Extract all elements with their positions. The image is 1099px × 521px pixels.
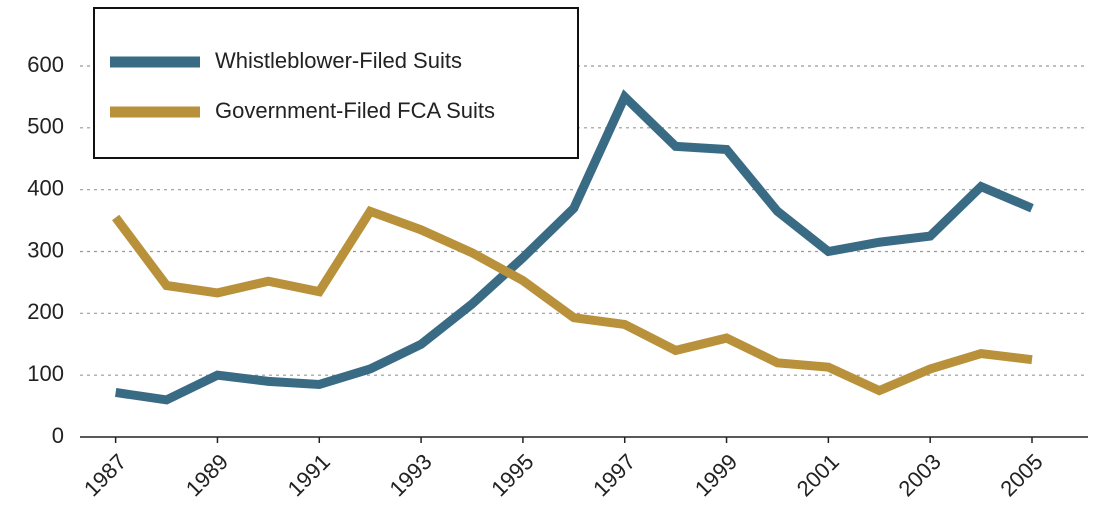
series-line	[114, 89, 1034, 405]
y-tick-label: 200	[27, 299, 64, 324]
y-tick-label: 100	[27, 361, 64, 386]
y-tick-label: 600	[27, 52, 64, 77]
legend-label: Government-Filed FCA Suits	[215, 98, 495, 123]
y-tick-label: 500	[27, 114, 64, 139]
y-tick-label: 300	[27, 237, 64, 262]
y-tick-label: 400	[27, 175, 64, 200]
legend-box	[93, 7, 579, 159]
legend-label: Whistleblower-Filed Suits	[215, 48, 462, 73]
x-tick-label: 1987	[79, 449, 131, 501]
series-line	[112, 205, 1033, 396]
x-tick-label: 1991	[283, 449, 335, 501]
y-tick-label: 0	[52, 423, 64, 448]
x-tick-label: 1995	[486, 449, 538, 501]
x-tick-label: 1993	[384, 449, 436, 501]
x-tick-label: 1989	[181, 449, 233, 501]
x-tick-label: 1999	[690, 449, 742, 501]
x-tick-label: 1997	[588, 449, 640, 501]
x-tick-label: 2003	[894, 449, 946, 501]
x-tick-label: 2005	[995, 449, 1047, 501]
x-tick-label: 2001	[792, 449, 844, 501]
